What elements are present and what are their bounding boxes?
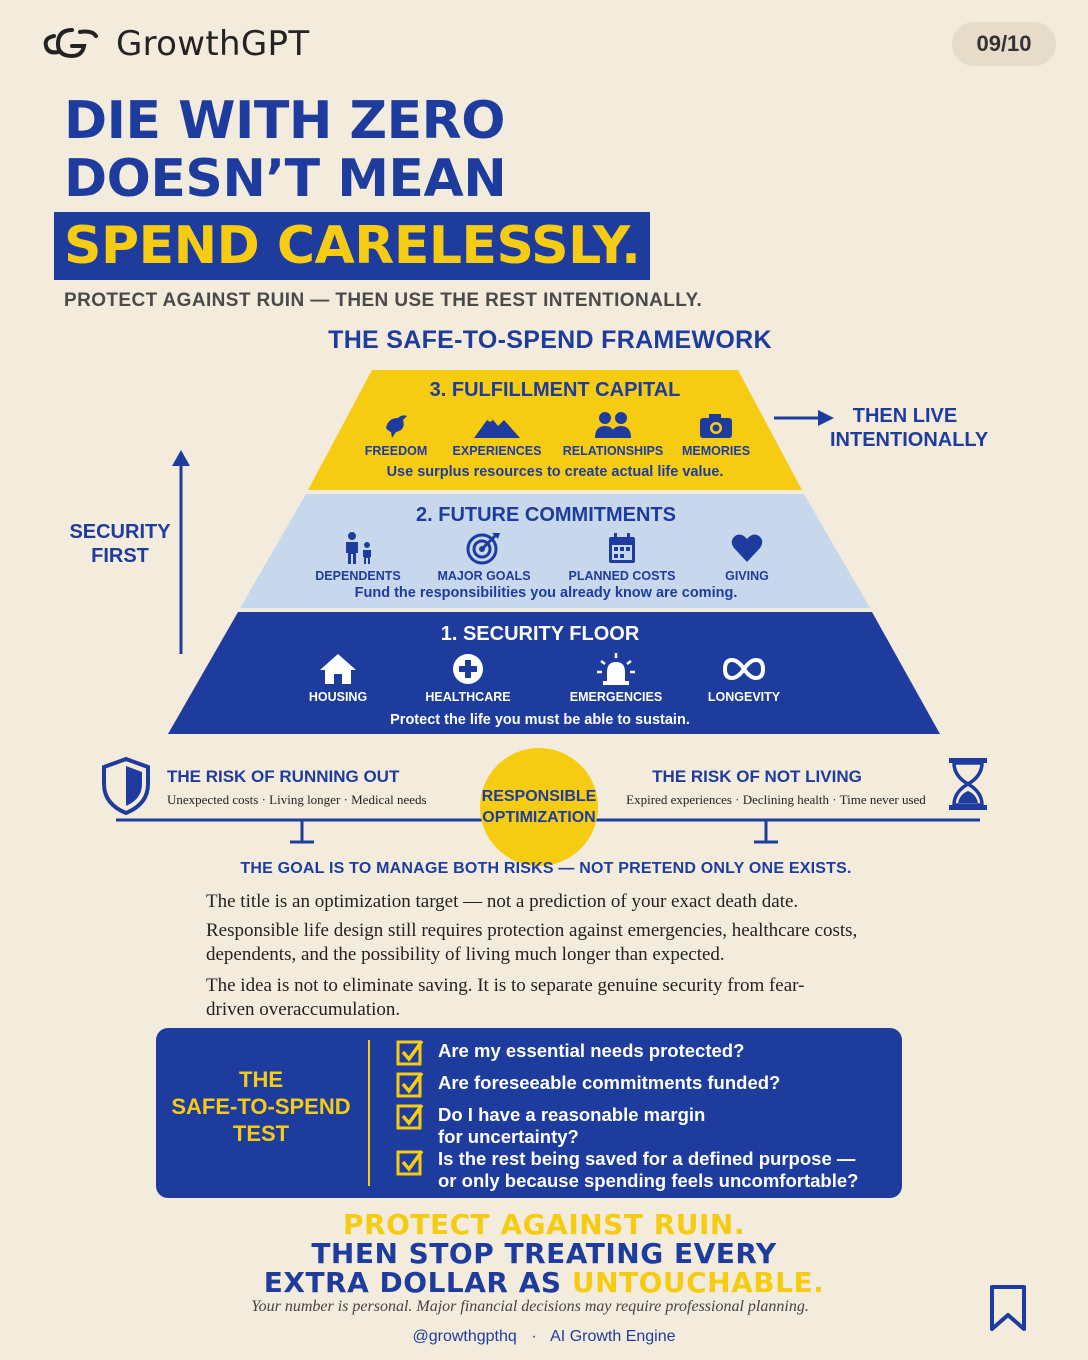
tier-2-description: Fund the responsibilities you already kn… xyxy=(354,585,738,601)
safe-to-spend-test-box xyxy=(156,1028,902,1198)
framework-title: THE SAFE-TO-SPEND FRAMEWORK xyxy=(328,326,772,354)
tier-item-emergencies: EMERGENCIES xyxy=(551,652,681,704)
bookmark-icon[interactable] xyxy=(988,1284,1028,1332)
siren-icon xyxy=(597,653,635,685)
mountain-icon xyxy=(474,416,520,438)
test-question: Do I have a reasonable margin for uncert… xyxy=(396,1102,728,1148)
people-icon xyxy=(595,412,631,438)
security-first-label: SECURITY FIRST xyxy=(69,521,171,567)
tier-item-freedom: FREEDOM xyxy=(331,410,461,458)
page-indicator: 09/10 xyxy=(952,22,1056,66)
brand-name: GrowthGPT xyxy=(116,24,310,64)
heart-icon xyxy=(731,534,763,562)
checkbox-icon xyxy=(396,1103,424,1130)
medical-cross-icon xyxy=(453,654,483,684)
risk-left-subtitle: Unexpected costs · Living longer · Medic… xyxy=(167,792,427,807)
tier-item-giving: GIVING xyxy=(682,531,812,583)
then-live-label: THEN LIVE INTENTIONALLY xyxy=(830,405,989,451)
infinity-icon xyxy=(722,657,766,681)
closing-line-3: EXTRA DOLLAR AS UNTOUCHABLE. xyxy=(263,1266,825,1299)
test-question: Are foreseeable commitments funded? xyxy=(396,1070,780,1098)
tier-2-title: 2. FUTURE COMMITMENTS xyxy=(416,504,676,526)
test-divider xyxy=(368,1040,370,1186)
title-highlight: SPEND CARELESSLY. xyxy=(54,212,651,280)
tier-3-description: Use surplus resources to create actual l… xyxy=(386,464,724,480)
calendar-icon xyxy=(609,533,635,563)
closing-line-1: PROTECT AGAINST RUIN. xyxy=(343,1208,745,1241)
subtitle: PROTECT AGAINST RUIN — THEN USE THE REST… xyxy=(64,290,703,311)
test-question: Is the rest being saved for a defined pu… xyxy=(396,1148,878,1192)
tier-item-memories: MEMORIES xyxy=(651,410,781,458)
body-paragraph-2: Responsible life design still requires p… xyxy=(206,920,858,965)
closing-line-2: THEN STOP TREATING EVERY xyxy=(311,1237,777,1270)
tier-item-planned-costs: PLANNED COSTS xyxy=(557,531,687,583)
parent-child-icon xyxy=(346,532,371,564)
disclaimer: Your number is personal. Major financial… xyxy=(251,1298,809,1315)
body-paragraph-1: The title is an optimization target — no… xyxy=(206,891,799,912)
tier-item-experiences: EXPERIENCES xyxy=(432,410,562,458)
checkbox-icon xyxy=(396,1039,424,1066)
tier-2-shape xyxy=(240,494,870,608)
tier-item-major-goals: MAJOR GOALS xyxy=(419,531,549,583)
footer-tagline: AI Growth Engine xyxy=(550,1328,676,1345)
tier-3-title: 3. FULFILLMENT CAPITAL xyxy=(429,379,681,401)
tier-item-housing: HOUSING xyxy=(273,652,403,704)
target-icon xyxy=(466,533,500,565)
tier-item-healthcare: HEALTHCARE xyxy=(403,652,533,704)
brand: GrowthGPT xyxy=(40,24,309,64)
tier-1-description: Protect the life you must be able to sus… xyxy=(390,712,690,728)
shield-icon xyxy=(102,756,150,816)
title-line-1: DIE WITH ZERO xyxy=(64,91,505,151)
body-paragraph-3: The idea is not to eliminate saving. It … xyxy=(206,975,805,1020)
tier-1-title: 1. SECURITY FLOOR xyxy=(440,623,640,645)
checkbox-icon xyxy=(396,1071,424,1098)
tier-3-shape xyxy=(308,370,802,490)
title-line-2: DOESN’T MEAN xyxy=(64,149,507,209)
tier-item-dependents: DEPENDENTS xyxy=(293,531,423,583)
risk-right-title: THE RISK OF NOT LIVING xyxy=(652,767,862,786)
tier-item-longevity: LONGEVITY xyxy=(679,652,809,704)
bird-icon xyxy=(386,415,407,438)
checkbox-icon xyxy=(396,1149,424,1176)
pyramid xyxy=(168,370,940,734)
house-icon xyxy=(320,654,356,684)
tier-1-shape xyxy=(168,612,940,734)
camera-icon xyxy=(700,414,732,438)
responsible-optimization-badge: RESPONSIBLE OPTIMIZATION xyxy=(480,748,598,866)
tier-item-relationships: RELATIONSHIPS xyxy=(548,410,678,458)
risk-left-title: THE RISK OF RUNNING OUT xyxy=(167,767,400,786)
test-title: THE SAFE-TO-SPEND TEST xyxy=(171,1067,351,1146)
footer-handle: @growthgpthq xyxy=(412,1328,517,1345)
hourglass-icon xyxy=(949,758,987,810)
growthgpt-logo-icon xyxy=(43,28,98,59)
goal-statement: THE GOAL IS TO MANAGE BOTH RISKS — NOT P… xyxy=(240,860,852,877)
test-question: Are my essential needs protected? xyxy=(396,1038,744,1066)
footer: @growthgpthq · AI Growth Engine xyxy=(412,1328,676,1345)
risk-right-subtitle: Expired experiences · Declining health ·… xyxy=(626,792,926,807)
